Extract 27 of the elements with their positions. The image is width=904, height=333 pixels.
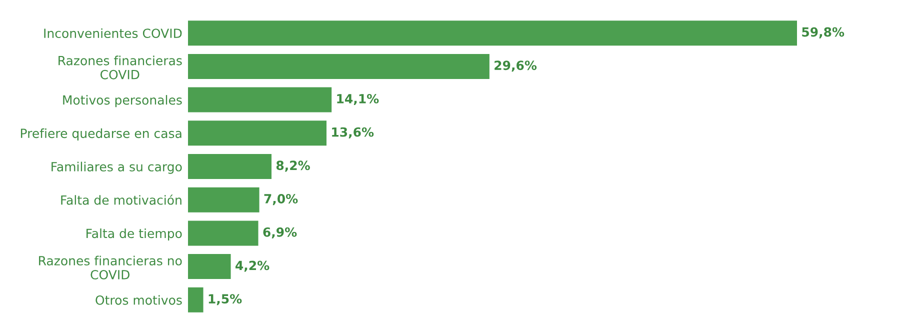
bar	[188, 187, 260, 212]
bar	[188, 120, 326, 146]
y-tick-label: Familiares a su cargo	[52, 162, 182, 174]
y-tick-label: Razones financieras COVID	[58, 56, 182, 80]
bar	[188, 154, 272, 180]
y-tick-label: Falta de tiempo	[86, 228, 182, 241]
bar	[188, 254, 231, 280]
y-tick-label: Razones financieras no COVID	[39, 256, 182, 280]
data-label: 4,2%	[236, 260, 270, 272]
y-tick-label: Prefiere quedarse en casa	[20, 128, 182, 140]
y-tick-label: Falta de motivación	[61, 194, 182, 205]
data-label: 6,9%	[263, 227, 297, 238]
data-label: 29,6%	[494, 60, 537, 72]
data-label: 14,1%	[337, 94, 379, 106]
data-label: 8,2%	[276, 160, 310, 172]
data-label: 7,0%	[264, 194, 298, 206]
bar	[188, 87, 332, 112]
bar	[188, 287, 204, 312]
data-label: 13,6%	[332, 127, 374, 138]
y-tick-label: Motivos personales	[63, 95, 182, 108]
data-label: 1,5%	[208, 294, 242, 306]
data-label: 59,8%	[802, 27, 844, 38]
y-tick-label: Otros motivos	[96, 295, 182, 305]
bar	[188, 54, 490, 79]
bar	[188, 20, 797, 46]
y-tick-label: Inconvenientes COVID	[44, 28, 182, 38]
bar	[188, 220, 258, 246]
